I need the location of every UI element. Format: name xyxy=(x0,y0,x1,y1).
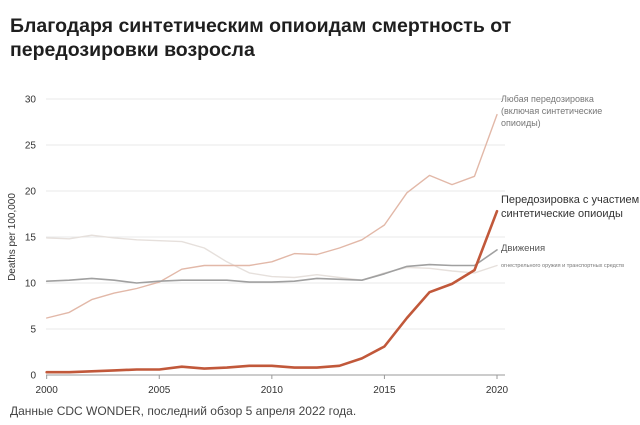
series-label-2: синтетические опиоиды xyxy=(501,208,623,220)
series-line-2 xyxy=(45,209,499,374)
y-axis-label: Deaths per 100,000 xyxy=(7,193,18,281)
x-tick-label: 2010 xyxy=(261,385,284,396)
series-label-1: опиоиды) xyxy=(501,118,541,128)
series-line-3 xyxy=(45,249,498,284)
x-tick-label: 2000 xyxy=(36,385,59,396)
x-tick-label: 2020 xyxy=(486,385,509,396)
gridlines xyxy=(46,98,505,376)
y-tick-label: 5 xyxy=(30,325,36,336)
series-line-4 xyxy=(46,234,498,281)
y-tick-label: 20 xyxy=(25,187,37,198)
axes: 0 5 10 15 20 25 30 2000 2005 2010 2015 2020 Deaths p… xyxy=(7,95,509,397)
chart-title: Благодаря синтетическим опиоидам смертно… xyxy=(10,15,512,61)
series-label-2: Передозировка с участием xyxy=(501,194,639,206)
y-tick-label: 15 xyxy=(25,233,37,244)
series-labels: Любая передозировка (включая синтетически… xyxy=(501,94,639,269)
series-line-1 xyxy=(46,113,498,319)
series-label-3: Движения xyxy=(501,243,545,254)
source-note: Данные CDC WONDER, последний обзор 5 апр… xyxy=(10,404,357,418)
x-tick-label: 2005 xyxy=(148,385,171,396)
series-lines xyxy=(45,113,499,374)
y-tick-label: 30 xyxy=(25,95,37,106)
series-label-1: Любая передозировка xyxy=(501,94,594,104)
y-tick-label: 10 xyxy=(25,279,37,290)
x-tick-label: 2015 xyxy=(373,385,396,396)
series-label-4: огнестрельного оружия и транспортных сре… xyxy=(501,263,624,269)
y-tick-label: 25 xyxy=(25,141,37,152)
y-tick-label: 0 xyxy=(30,371,36,382)
series-label-1: (включая синтетические xyxy=(501,106,602,116)
